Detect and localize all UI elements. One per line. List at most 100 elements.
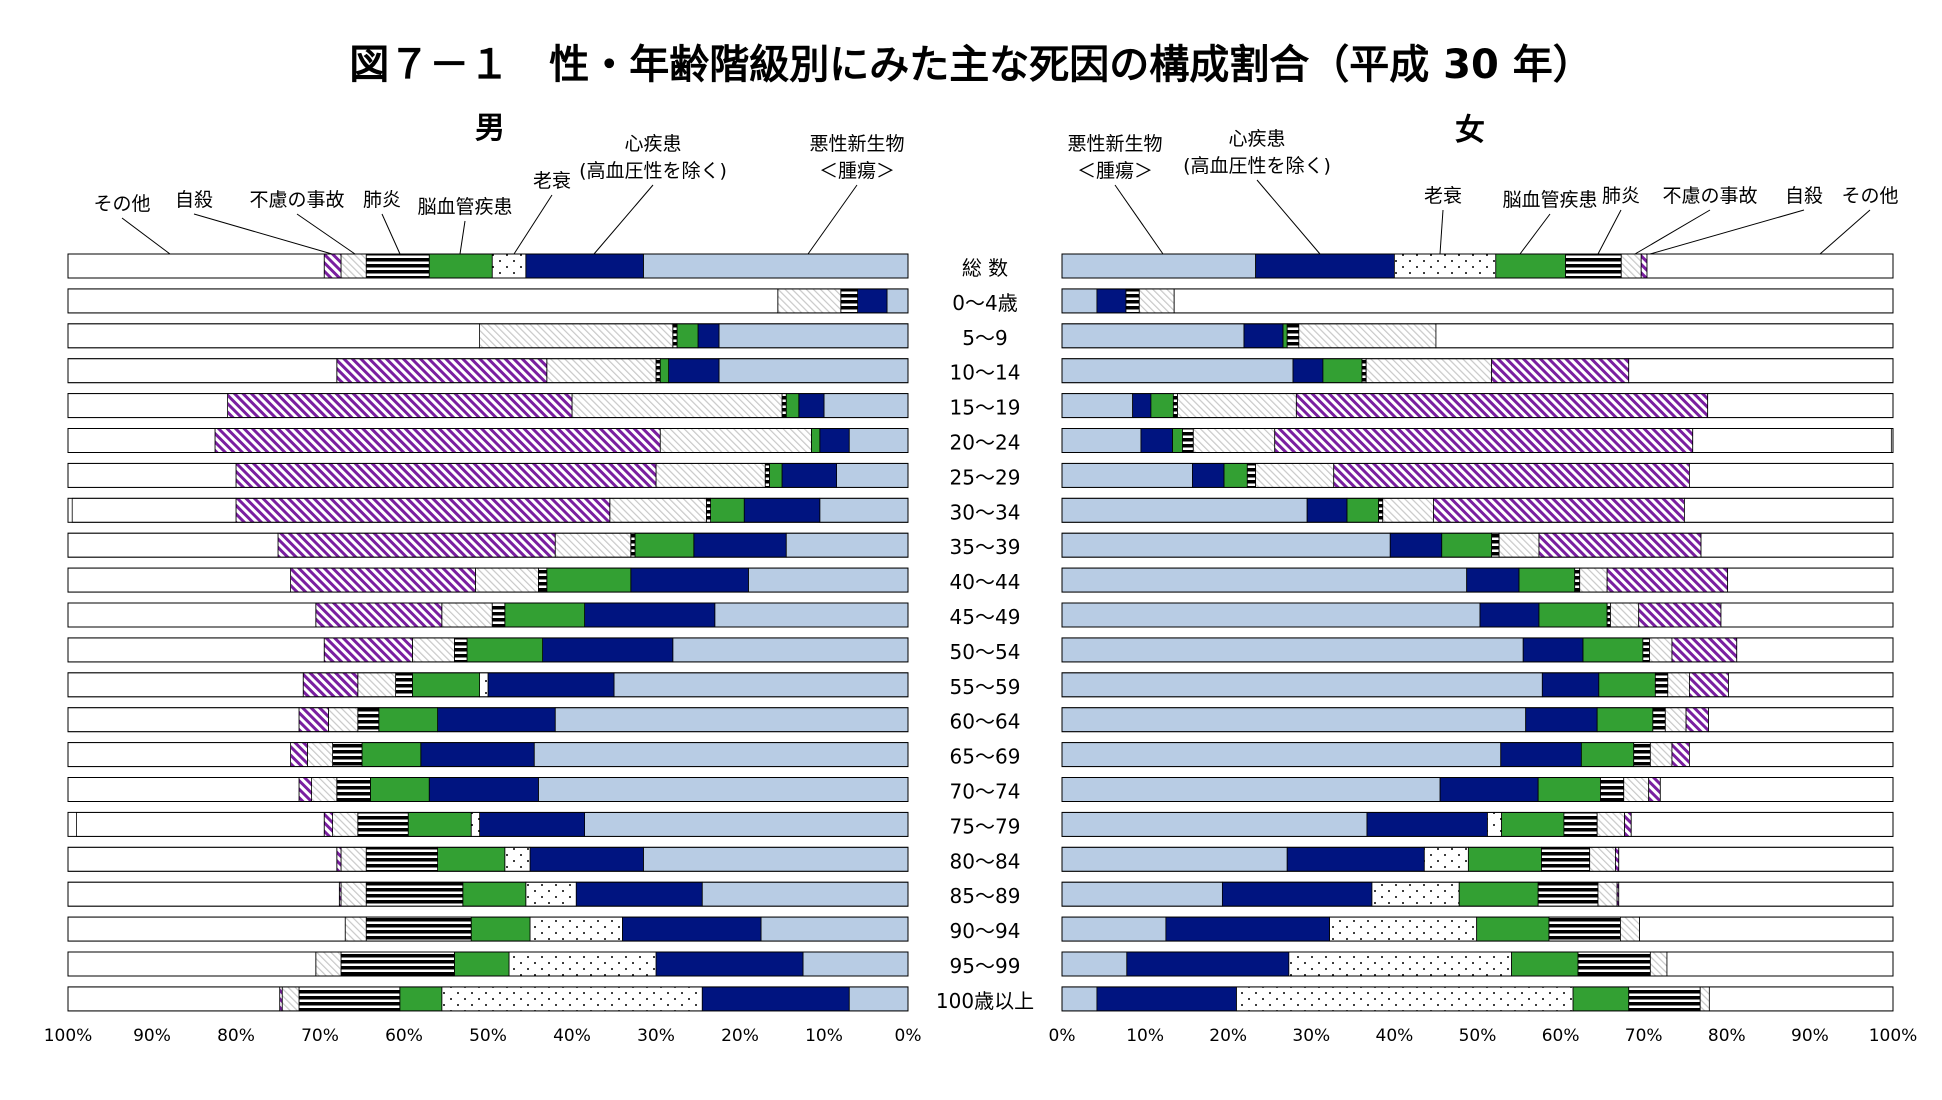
- male-bar-heart_disease-17: [529, 846, 644, 872]
- male-bar-heart_disease-15: [428, 777, 539, 802]
- male-bar-outline-6: [67, 462, 909, 488]
- female-bar-other-15: [1659, 777, 1894, 802]
- female-legend-label-cerebrovascular: 脳血管疾患: [1502, 189, 1597, 211]
- male-bar-outline-8: [67, 532, 909, 558]
- male-bar-senility-0: [491, 253, 527, 279]
- male-bar-accidents-2: [479, 323, 674, 349]
- male-bar-outline-0: [67, 253, 909, 279]
- female-bar-other-0: [1646, 253, 1894, 279]
- male-bar-malignant_neoplasm-2: [718, 323, 909, 349]
- female-legend-leader-senility: [1439, 209, 1444, 255]
- male-x-tick-label: 60%: [385, 1026, 423, 1046]
- female-bar-malignant_neoplasm-1: [1061, 288, 1098, 314]
- female-bar-other-7: [1684, 497, 1894, 523]
- male-legend-label-heart_disease: (高血圧性を除く): [579, 160, 727, 182]
- male-legend-label-senility: 老衰: [533, 170, 571, 192]
- male-bar-outline-9: [67, 567, 909, 593]
- category-label: 35～39: [950, 535, 1021, 559]
- male-legend-label-other: その他: [93, 193, 150, 215]
- female-bar-pneumonia-15: [1600, 777, 1625, 802]
- male-bar-outline-20: [67, 951, 909, 977]
- female-bar-cerebrovascular-15: [1537, 777, 1601, 802]
- male-bar-suicide-6: [235, 462, 657, 488]
- female-bar-outline-4: [1061, 393, 1894, 419]
- female-bar-outline-14: [1061, 742, 1894, 768]
- female-bar-malignant_neoplasm-19: [1061, 916, 1167, 942]
- female-panel-title: 女: [1455, 113, 1485, 148]
- male-bar-malignant_neoplasm-3: [718, 358, 909, 384]
- female-bar-outline-0: [1061, 253, 1894, 279]
- female-legend-label-heart_disease: (高血圧性を除く): [1183, 155, 1331, 177]
- male-bar-outline-19: [67, 916, 909, 942]
- female-bar-outline-17: [1061, 846, 1894, 872]
- male-bar-pneumonia-0: [365, 253, 430, 279]
- female-x-tick-label: 70%: [1625, 1026, 1663, 1046]
- female-bar-senility-19: [1329, 916, 1478, 942]
- female-bar-outline-21: [1061, 986, 1894, 1012]
- category-label: 5～9: [962, 326, 1007, 350]
- female-bar-cerebrovascular-5: [1172, 428, 1183, 453]
- male-bar-accidents-7: [609, 497, 707, 523]
- female-bar-pneumonia-10: [1606, 602, 1611, 628]
- female-bar-other-19: [1639, 916, 1894, 942]
- male-bar-other-11: [67, 637, 325, 663]
- male-bar-malignant_neoplasm-18: [701, 881, 909, 907]
- male-bar-outline-2: [67, 323, 909, 349]
- male-bar-accidents-9: [474, 567, 539, 593]
- female-bar-outline-15: [1061, 777, 1894, 802]
- female-bar-suicide-11: [1671, 637, 1738, 663]
- female-bar-heart_disease-13: [1525, 707, 1598, 733]
- category-label: 55～59: [950, 675, 1021, 699]
- female-x-axis: 0% 10% 20% 30% 40% 50% 60% 70% 80% 90% 100%: [1049, 1026, 1918, 1046]
- female-bar-senility-20: [1288, 951, 1512, 977]
- male-bar-other-12: [67, 672, 304, 698]
- male-bar-heart_disease-12: [487, 672, 615, 698]
- male-bar-cerebrovascular-11: [466, 637, 543, 663]
- male-bar-senility-16: [470, 812, 481, 837]
- male-bar-suicide-14: [290, 742, 308, 767]
- male-bar-other-21: [67, 986, 281, 1012]
- male-bar-suicide-5: [214, 428, 661, 453]
- male-legend-leader-pneumonia: [381, 213, 401, 255]
- female-bar-suicide-7: [1433, 497, 1685, 523]
- female-bar-other-1: [1173, 288, 1894, 314]
- female-bar-outline-10: [1061, 602, 1894, 628]
- female-bar-accidents-11: [1649, 637, 1673, 663]
- male-legend-label-malignant_neoplasm: 悪性新生物: [809, 133, 904, 155]
- male-bar-outline-12: [67, 672, 909, 698]
- female-bar-suicide-9: [1606, 567, 1729, 593]
- female-bar-malignant_neoplasm-9: [1061, 567, 1468, 593]
- female-bar-malignant_neoplasm-8: [1061, 532, 1391, 558]
- female-bar-suicide-8: [1538, 532, 1702, 558]
- male-legend-label-heart_disease: 心疾患: [624, 133, 681, 155]
- male-bar-heart_disease-3: [668, 358, 720, 384]
- female-bar-outline-5: [1061, 428, 1894, 453]
- male-bar-other-9: [67, 567, 292, 593]
- male-bar-pneumonia-6: [764, 462, 770, 488]
- male-bar-accidents-4: [571, 393, 783, 419]
- male-bar-outline-17: [67, 846, 909, 872]
- female-bar-accidents-14: [1649, 742, 1673, 767]
- female-bar-outline-18: [1061, 881, 1894, 907]
- male-bar-other-16: [76, 812, 325, 837]
- female-bar-malignant_neoplasm-13: [1061, 707, 1527, 733]
- female-bar-cerebrovascular-11: [1582, 637, 1644, 663]
- female-legend-label-malignant_neoplasm: ＜腫瘍＞: [1077, 160, 1153, 182]
- female-bar-accidents-19: [1620, 916, 1640, 942]
- female-bar-malignant_neoplasm-18: [1061, 881, 1223, 907]
- category-label: 95～99: [950, 954, 1021, 978]
- female-bar-heart_disease-20: [1126, 951, 1290, 977]
- female-bar-other-11: [1736, 637, 1894, 663]
- male-bar-malignant_neoplasm-0: [643, 253, 909, 279]
- male-bar-cerebrovascular-2: [676, 323, 699, 349]
- male-bar-heart_disease-5: [819, 428, 850, 453]
- male-legend-leader-suicide: [193, 213, 333, 255]
- category-label: 60～64: [950, 710, 1021, 734]
- male-bar-malignant_neoplasm-16: [584, 812, 909, 837]
- female-legend-leader-suicide: [1649, 209, 1805, 255]
- male-bar-heart_disease-20: [655, 951, 804, 977]
- female-bar-accidents-0: [1620, 253, 1642, 279]
- female-bar-suicide-4: [1295, 393, 1709, 419]
- male-bar-accidents-1: [777, 288, 842, 314]
- category-label: 70～74: [950, 780, 1021, 804]
